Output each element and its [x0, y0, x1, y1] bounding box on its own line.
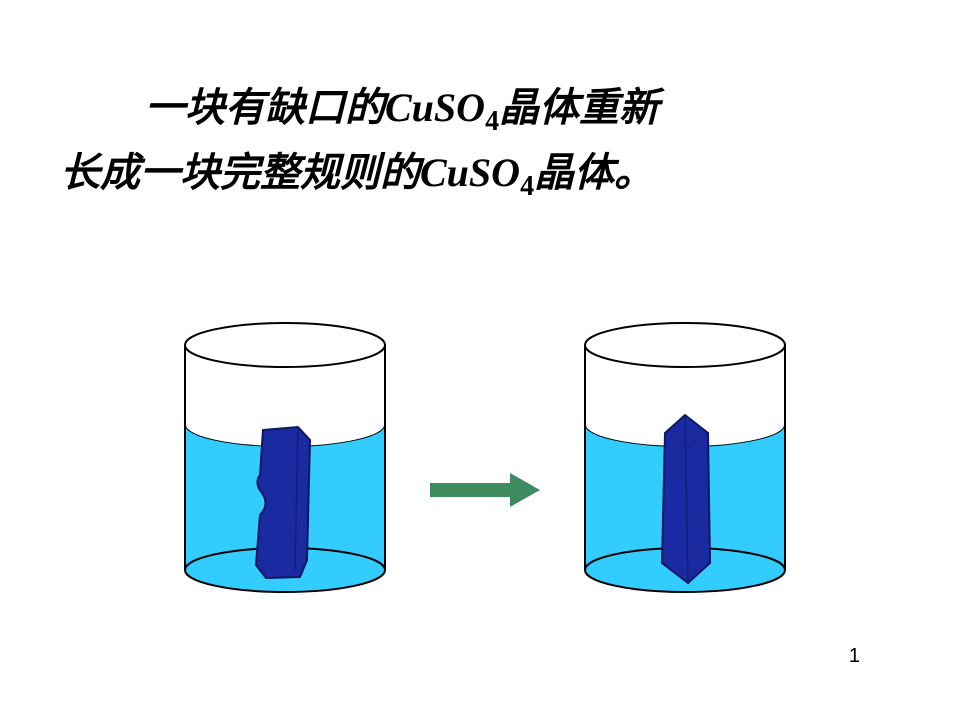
caption-text: 一块有缺口的CuSO4晶体重新 长成一块完整规则的CuSO4晶体。 [60, 78, 900, 208]
caption-line2-pre: 长成一块完整规则的 [60, 150, 420, 195]
right-beaker [570, 315, 800, 615]
caption-line1-post: 晶体重新 [499, 85, 659, 130]
formula-1: CuSO4 [385, 85, 499, 130]
page-number: 1 [849, 645, 860, 668]
formula-2: CuSO4 [420, 150, 534, 195]
crystal-whole [662, 415, 710, 583]
caption-line1-pre: 一块有缺口的 [145, 85, 385, 130]
arrow-icon [425, 470, 545, 510]
caption-line2-post: 晶体。 [534, 150, 654, 195]
left-beaker [170, 315, 400, 615]
